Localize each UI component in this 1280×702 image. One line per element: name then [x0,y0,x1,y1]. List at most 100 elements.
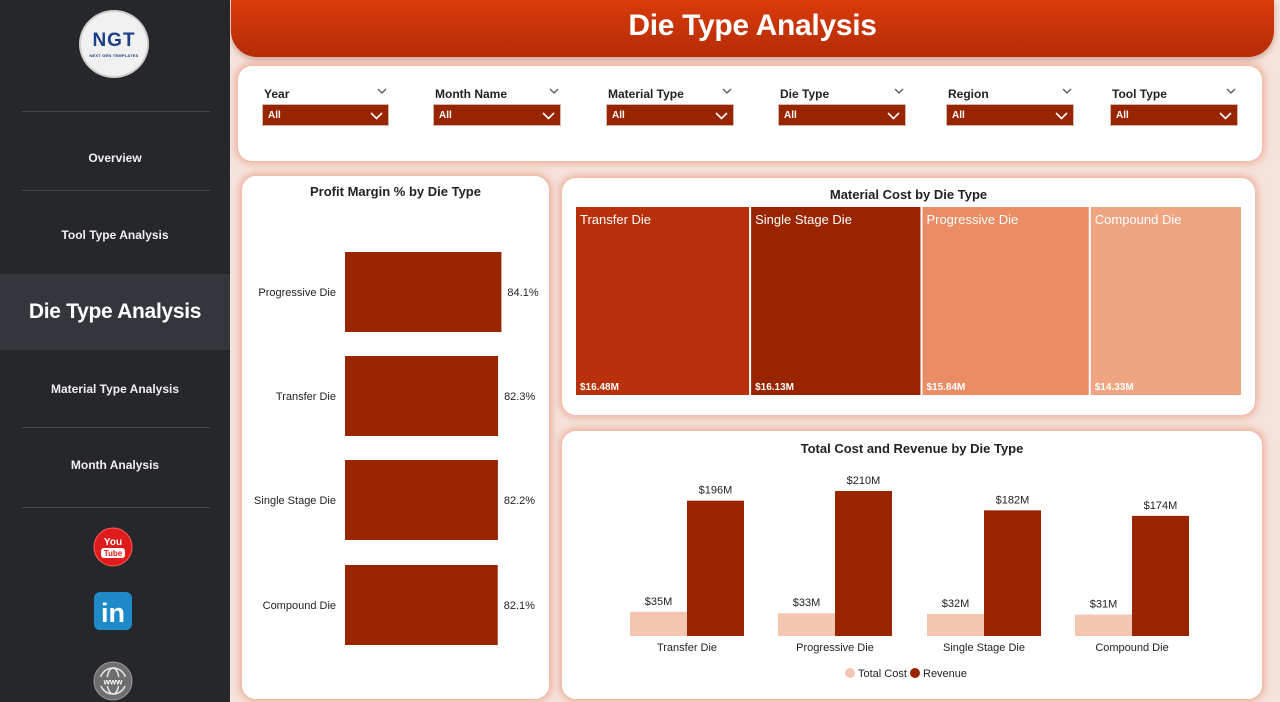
sidebar: NGT NEXT GEN TEMPLATES Overview Tool Typ… [0,0,230,702]
sidebar-item-die-type-analysis[interactable]: Die Type Analysis [0,274,230,350]
chevron-down-icon [1219,112,1232,120]
chevron-down-icon [1055,112,1068,120]
die-type-dropdown[interactable]: All [778,104,906,126]
bar-transfer-die[interactable] [345,356,499,436]
sidebar-item-month-analysis[interactable]: Month Analysis [70,458,160,472]
year-dropdown[interactable]: All [262,104,389,126]
treemap-tile-transfer-die[interactable] [576,207,750,395]
revenue-bar-compound-die[interactable] [1132,515,1189,636]
revenue-label-progressive-die: $210M [847,475,881,487]
region-dropdown[interactable]: All [946,104,1074,126]
youtube-icon[interactable]: You Tube [93,527,133,567]
ngt-logo[interactable]: NGT NEXT GEN TEMPLATES [79,10,149,78]
treemap-tile-single-stage-die[interactable] [751,207,921,395]
chevron-down-icon[interactable] [376,85,388,97]
total-cost-label-compound-die: $31M [1090,599,1118,611]
tile-label-transfer-die: Transfer Die [580,212,651,227]
filter-label: Tool Type [1112,87,1167,101]
total-cost-bar-compound-die[interactable] [1075,614,1132,636]
total-cost-bar-transfer-die[interactable] [630,611,687,636]
material-cost-panel: Material Cost by Die Type Transfer Die $1… [562,178,1255,415]
chevron-down-icon [715,112,728,120]
linkedin-icon[interactable]: in [93,591,133,631]
chevron-down-icon [542,112,555,120]
total-cost-label-single-stage-die: $32M [942,598,970,610]
revenue-bar-progressive-die[interactable] [835,491,892,636]
filter-label: Die Type [780,87,830,101]
revenue-label-compound-die: $174M [1144,500,1178,512]
chevron-down-icon[interactable] [721,85,733,97]
data-label-single-stage-die: 82.2% [504,495,535,507]
tile-value-compound-die: $14.33M [1095,382,1134,393]
nav-divider [22,190,210,191]
sidebar-item-overview[interactable]: Overview [88,151,142,165]
legend-marker-revenue [910,668,920,678]
tile-value-progressive-die: $15.84M [926,382,965,393]
tile-label-compound-die: Compound Die [1095,212,1182,227]
x-tick-label-progressive-die: Progressive Die [796,642,874,654]
bar-progressive-die[interactable] [345,252,502,332]
category-label-progressive-die: Progressive Die [258,287,336,299]
filter-label: Year [264,87,290,101]
treemap-tile-compound-die[interactable] [1090,207,1241,395]
data-label-transfer-die: 82.3% [504,391,535,403]
revenue-label-single-stage-die: $182M [996,494,1030,506]
revenue-bar-single-stage-die[interactable] [984,510,1041,636]
material-type-dropdown[interactable]: All [606,104,734,126]
revenue-bar-transfer-die[interactable] [687,500,744,636]
cost-revenue-panel: Total Cost and Revenue by Die Type $35M $… [562,431,1262,699]
x-tick-label-compound-die: Compound Die [1095,642,1168,654]
filter-label: Month Name [435,87,507,101]
tile-value-transfer-die: $16.48M [580,382,619,393]
tool-type-dropdown[interactable]: All [1110,104,1238,126]
total-cost-bar-progressive-die[interactable] [778,613,835,636]
month-name-dropdown[interactable]: All [433,104,561,126]
sidebar-item-material-type-analysis[interactable]: Material Type Analysis [50,382,180,396]
chevron-down-icon [887,112,900,120]
chevron-down-icon[interactable] [893,85,905,97]
x-tick-label-single-stage-die: Single Stage Die [943,642,1025,654]
globe-icon-text: www [103,678,123,687]
data-label-progressive-die: 84.1% [507,287,538,299]
chevron-down-icon[interactable] [1225,85,1237,97]
total-cost-label-transfer-die: $35M [645,596,673,608]
data-label-compound-die: 82.1% [504,600,535,612]
total-cost-bar-single-stage-die[interactable] [927,613,984,636]
chevron-down-icon[interactable] [1061,85,1073,97]
filter-panel: Year All Month Name All Material Type Al… [238,66,1262,161]
legend-marker-total-cost [845,668,855,678]
page-title: Die Type Analysis [628,9,877,42]
legend-label-revenue[interactable]: Revenue [923,668,967,680]
sidebar-item-tool-type-analysis[interactable]: Tool Type Analysis [61,228,169,242]
profit-margin-panel: Profit Margin % by Die Type Progressive … [242,176,549,699]
cost-revenue-chart: $35M $196M Transfer Die $33M $210M Progressiv… [630,475,1189,680]
bar-single-stage-die[interactable] [345,460,498,540]
category-label-compound-die: Compound Die [263,600,336,612]
treemap-tile-progressive-die[interactable] [922,207,1089,395]
total-cost-label-progressive-die: $33M [793,597,821,609]
revenue-label-transfer-die: $196M [699,485,733,497]
category-label-transfer-die: Transfer Die [276,391,336,403]
linkedin-icon-text: in [101,598,125,628]
legend-label-total-cost[interactable]: Total Cost [858,668,907,680]
tile-label-progressive-die: Progressive Die [926,212,1018,227]
logo-subtext: NEXT GEN TEMPLATES [89,52,139,58]
chevron-down-icon[interactable] [548,85,560,97]
nav-divider [22,111,210,112]
filter-value: All [612,109,625,121]
tile-label-single-stage-die: Single Stage Die [755,212,852,227]
nav-divider [22,507,210,508]
nav-divider [22,427,210,428]
profit-margin-chart: Progressive Die 84.1% Transfer Die 82.3% Sin… [254,252,539,645]
filter-value: All [268,109,281,121]
category-label-single-stage-die: Single Stage Die [254,495,336,507]
profit-margin-chart-title: Profit Margin % by Die Type [310,184,481,199]
x-tick-label-transfer-die: Transfer Die [657,642,717,654]
filter-value: All [439,109,452,121]
logo-text: NGT [92,29,136,51]
chevron-down-icon [370,112,383,120]
globe-icon[interactable]: www [93,661,133,701]
bar-compound-die[interactable] [345,565,498,645]
tile-value-single-stage-die: $16.13M [755,382,794,393]
